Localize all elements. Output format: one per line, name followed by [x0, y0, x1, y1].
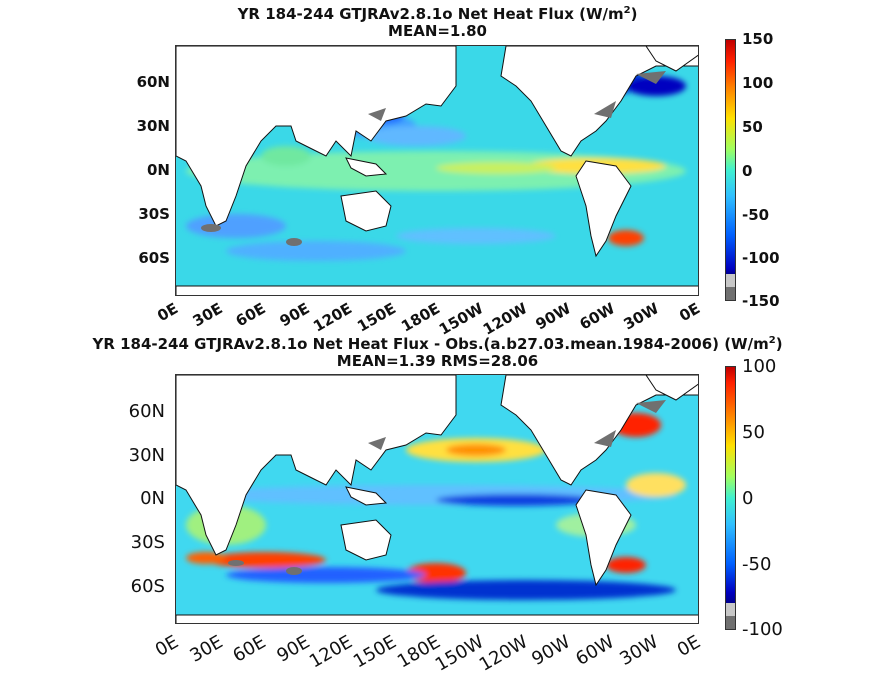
- p1-lat-30n: 30N: [136, 117, 170, 135]
- p1-lon-10: 60W: [576, 299, 618, 334]
- p1-lon-2: 60E: [232, 299, 269, 331]
- p1-lon-3: 90E: [276, 299, 313, 331]
- p2-cb-m100: -100: [742, 619, 783, 640]
- p2-lon-1: 30E: [186, 631, 227, 667]
- panel1-title: YR 184-244 GTJRAv2.8.1o Net Heat Flux (W…: [237, 5, 638, 23]
- p2-lon-5: 150E: [350, 631, 401, 673]
- p1-lon-9: 90W: [532, 299, 574, 334]
- p1-cb-m50: -50: [742, 206, 770, 224]
- p2-lon-2: 60E: [229, 631, 270, 667]
- p1-cb-150: 150: [742, 30, 774, 48]
- p2-lon-8: 120W: [475, 631, 532, 676]
- p1-cb-m100: -100: [742, 249, 780, 267]
- p1-lon-1: 30E: [189, 299, 226, 331]
- missing-data-regions: [201, 71, 666, 246]
- p1-lon-4: 120E: [310, 299, 356, 336]
- panel1-colorbar: [725, 39, 736, 301]
- p2-lat-0n: 0N: [140, 488, 165, 509]
- land-masses: [176, 375, 698, 623]
- panel2-map: [175, 374, 699, 624]
- panel2-mean-rms: MEAN=1.39 RMS=28.06: [336, 352, 539, 370]
- missing-data-regions: [228, 400, 666, 575]
- p2-lon-9: 90W: [528, 631, 575, 670]
- panel1-map: [175, 45, 699, 296]
- panel2-title: YR 184-244 GTJRAv2.8.1o Net Heat Flux - …: [92, 335, 783, 353]
- p2-cb-50: 50: [742, 422, 765, 443]
- p1-lon-12: 0E: [676, 299, 704, 326]
- p2-lat-60n: 60N: [128, 401, 165, 422]
- p2-cb-100: 100: [742, 356, 777, 377]
- p2-lon-3: 90E: [273, 631, 314, 667]
- p1-lon-6: 180E: [398, 299, 444, 336]
- p2-lat-30s: 30S: [130, 532, 165, 553]
- p1-lat-60n: 60N: [136, 73, 170, 91]
- p2-cb-0: 0: [742, 488, 754, 509]
- p2-lon-10: 60W: [572, 631, 619, 670]
- p1-lon-0: 0E: [154, 299, 182, 326]
- panel1-mean: MEAN=1.80: [388, 22, 487, 40]
- p2-lon-7: 150W: [431, 631, 488, 676]
- p2-lat-60s: 60S: [130, 576, 165, 597]
- p2-lon-12: 0E: [673, 631, 705, 662]
- p1-cb-0: 0: [742, 162, 753, 180]
- p1-cb-m150: -150: [742, 292, 780, 310]
- p2-lon-11: 30W: [616, 631, 663, 670]
- p1-cb-50: 50: [742, 118, 763, 136]
- p2-lat-30n: 30N: [128, 445, 165, 466]
- panel2-colorbar: [725, 366, 736, 630]
- p1-lat-30s: 30S: [138, 205, 170, 223]
- p1-lat-0n: 0N: [147, 161, 170, 179]
- p2-lon-4: 120E: [306, 631, 357, 673]
- p1-lon-11: 30W: [620, 299, 662, 334]
- p2-cb-m50: -50: [742, 554, 772, 575]
- p1-lat-60s: 60S: [138, 249, 170, 267]
- land-masses: [176, 46, 698, 295]
- p2-lon-0: 0E: [151, 631, 183, 662]
- p1-lon-5: 150E: [354, 299, 400, 336]
- p1-cb-100: 100: [742, 74, 774, 92]
